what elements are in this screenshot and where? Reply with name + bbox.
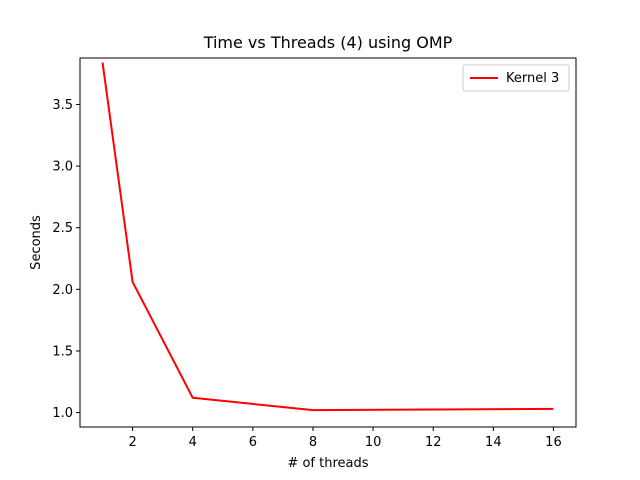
x-tick-label: 10 [365,435,382,450]
y-tick-label: 3.5 [52,98,73,113]
x-tick-label: 4 [189,435,197,450]
x-axis-label: # of threads [287,456,368,471]
legend-box [462,64,570,92]
chart-title: Time vs Threads (4) using OMP [203,33,453,52]
y-axis-label: Seconds [29,215,44,270]
y-tick-label: 2.5 [52,221,73,236]
x-tick-label: 6 [249,435,257,450]
x-tick-label: 12 [425,435,442,450]
series-line-kernel-3 [101,62,554,412]
y-tick-label: 3.0 [52,160,73,175]
legend-label-kernel-3: Kernel 3 [506,71,559,86]
plot-area-frame [79,57,577,428]
x-tick-label: 8 [309,435,317,450]
y-tick-label: 1.0 [52,406,73,421]
x-axis: 2 4 6 8 10 12 14 16 [128,427,562,450]
legend: Kernel 3 [462,64,570,92]
series-layer [101,62,554,412]
x-tick-label: 2 [128,435,136,450]
x-tick-label: 16 [545,435,562,450]
x-tick-label: 14 [485,435,502,450]
y-tick-label: 2.0 [52,283,73,298]
y-axis: 1.0 1.5 2.0 2.5 3.0 3.5 [52,98,80,421]
y-tick-label: 1.5 [52,344,73,359]
